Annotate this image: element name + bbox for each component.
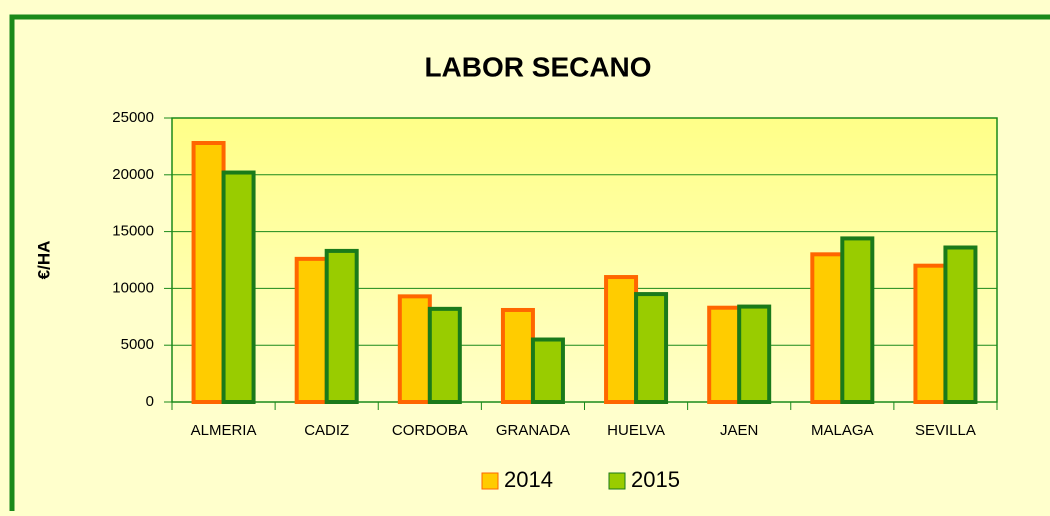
x-tick-label: GRANADA xyxy=(496,422,570,439)
x-tick-label: ALMERIA xyxy=(191,422,257,439)
frame xyxy=(9,14,1050,516)
y-tick-label: 25000 xyxy=(112,109,154,126)
bar xyxy=(324,248,359,404)
bar xyxy=(943,245,978,404)
bar xyxy=(427,306,462,404)
legend-label: 2015 xyxy=(631,467,680,492)
legend-label: 2014 xyxy=(504,467,553,492)
legend-swatch xyxy=(481,472,499,490)
x-tick-label: CORDOBA xyxy=(392,422,468,439)
bar xyxy=(500,307,535,405)
bar xyxy=(634,292,669,404)
bar xyxy=(707,305,742,405)
bar xyxy=(221,170,256,404)
bar xyxy=(530,337,565,404)
x-tick-label: MALAGA xyxy=(811,422,874,439)
y-tick-label: 5000 xyxy=(121,336,154,353)
bar xyxy=(604,275,639,405)
x-tick-label: CADIZ xyxy=(304,422,349,439)
bar xyxy=(913,263,948,404)
x-tick-label: HUELVA xyxy=(607,422,665,439)
y-tick-label: 15000 xyxy=(112,223,154,240)
bar xyxy=(397,294,432,404)
y-tick-label: 0 xyxy=(146,393,154,410)
chart-title: LABOR SECANO xyxy=(424,51,651,82)
bar xyxy=(191,140,226,404)
bar xyxy=(294,256,329,405)
bar xyxy=(840,236,875,404)
x-tick-label: JAEN xyxy=(720,422,758,439)
x-tick-label: SEVILLA xyxy=(915,422,976,439)
y-tick-label: 20000 xyxy=(112,166,154,183)
bar xyxy=(810,252,845,404)
legend-swatch xyxy=(608,472,626,490)
bar xyxy=(737,304,772,404)
y-tick-label: 10000 xyxy=(112,279,154,296)
y-axis-label: €/HA xyxy=(34,241,53,280)
